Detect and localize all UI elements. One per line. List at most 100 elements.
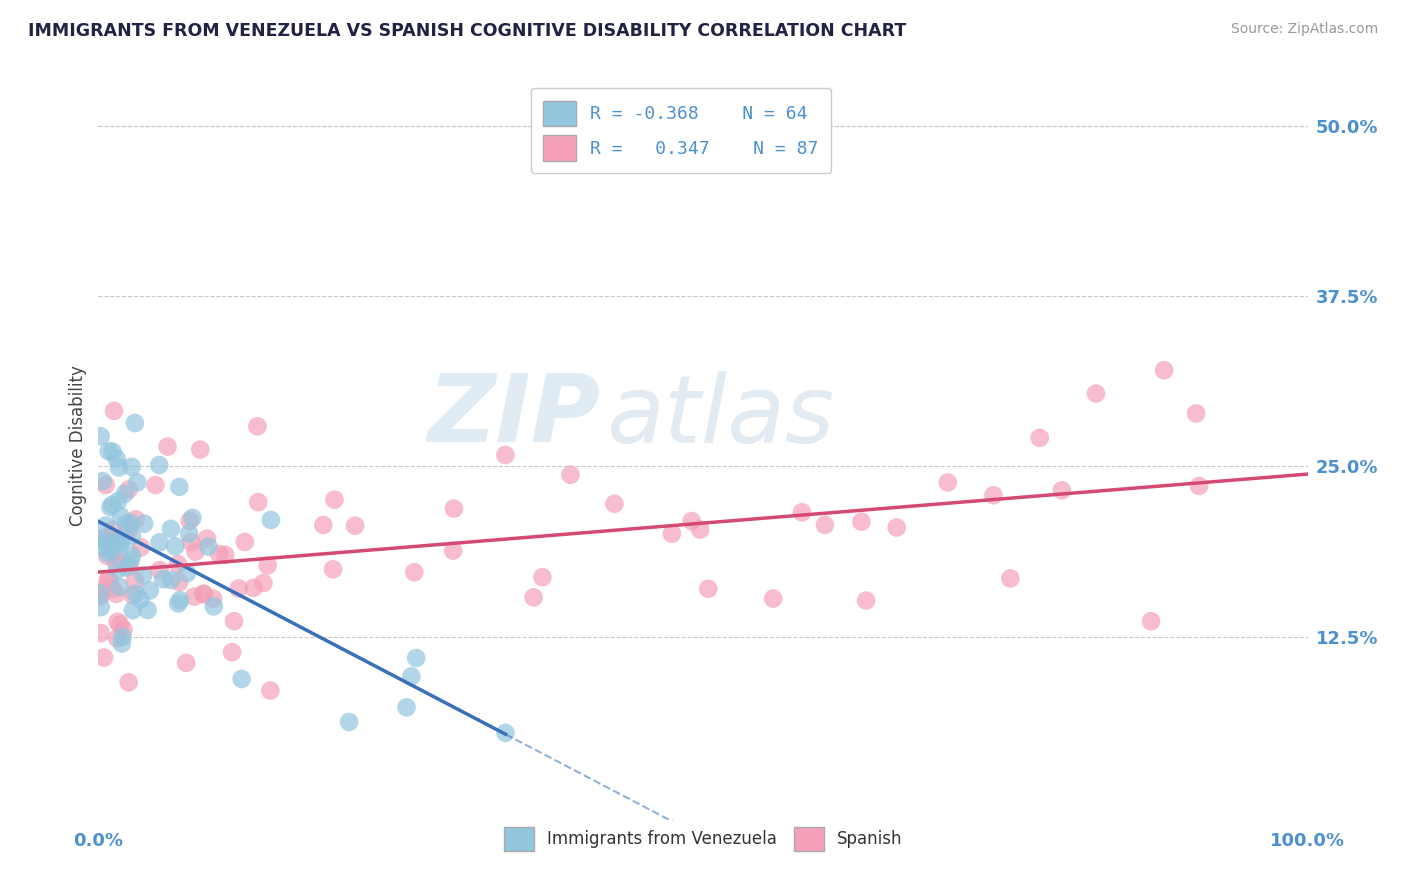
Point (100, 500, 122, 515)
Point (983, 488, 1005, 502)
Point (242, 581, 264, 595)
Point (103, 404, 125, 418)
Point (404, 566, 426, 580)
Point (90, 429, 112, 443)
Point (139, 583, 162, 598)
Point (762, 591, 785, 606)
Point (179, 514, 201, 528)
Point (129, 592, 152, 607)
Point (101, 544, 124, 558)
Point (337, 714, 360, 729)
Point (195, 532, 218, 546)
Point (108, 580, 131, 594)
Point (176, 566, 198, 581)
Point (855, 593, 877, 607)
Point (1153, 363, 1175, 377)
Point (89, 586, 111, 600)
Point (108, 617, 131, 632)
Point (1140, 614, 1163, 628)
Point (111, 636, 134, 650)
Text: IMMIGRANTS FROM VENEZUELA VS SPANISH COGNITIVE DISABILITY CORRELATION CHART: IMMIGRANTS FROM VENEZUELA VS SPANISH COG… (28, 22, 907, 40)
Point (405, 651, 427, 665)
Point (94, 478, 117, 492)
Point (165, 539, 187, 553)
Point (97, 546, 120, 560)
Point (441, 543, 464, 558)
Point (252, 576, 274, 591)
Point (127, 475, 149, 490)
Point (101, 582, 124, 596)
Point (790, 505, 813, 519)
Point (156, 440, 179, 454)
Point (560, 467, 582, 482)
Point (202, 599, 225, 614)
Legend: Immigrants from Venezuela, Spanish: Immigrants from Venezuela, Spanish (496, 821, 910, 857)
Point (132, 568, 155, 582)
Point (167, 597, 190, 611)
Point (107, 533, 129, 548)
Point (145, 478, 167, 492)
Point (93, 531, 115, 545)
Point (184, 544, 207, 558)
Point (167, 574, 190, 589)
Point (814, 517, 837, 532)
Text: ZIP: ZIP (427, 370, 600, 462)
Point (117, 523, 139, 537)
Point (697, 582, 720, 596)
Point (259, 683, 281, 698)
Point (322, 562, 344, 576)
Point (169, 593, 191, 607)
Point (111, 630, 134, 644)
Point (105, 587, 128, 601)
Point (344, 518, 367, 533)
Point (1000, 571, 1022, 585)
Point (136, 603, 159, 617)
Point (134, 516, 156, 531)
Point (94, 541, 117, 555)
Point (160, 522, 183, 536)
Point (120, 516, 142, 530)
Point (110, 509, 132, 524)
Point (531, 570, 554, 584)
Point (110, 554, 132, 568)
Point (193, 587, 215, 601)
Point (152, 572, 174, 586)
Point (112, 623, 135, 637)
Point (110, 536, 132, 550)
Point (443, 501, 465, 516)
Point (90, 583, 112, 598)
Point (118, 558, 141, 573)
Point (1084, 386, 1107, 401)
Point (169, 480, 191, 494)
Point (233, 535, 256, 549)
Point (90, 600, 112, 615)
Point (98, 573, 121, 587)
Point (886, 520, 908, 534)
Point (174, 656, 197, 670)
Point (121, 529, 143, 543)
Point (107, 563, 129, 577)
Point (148, 458, 170, 472)
Point (312, 518, 335, 533)
Point (851, 515, 873, 529)
Point (689, 523, 711, 537)
Point (129, 541, 152, 555)
Point (661, 526, 683, 541)
Point (125, 512, 148, 526)
Point (181, 511, 204, 525)
Point (124, 574, 146, 588)
Point (603, 497, 626, 511)
Point (101, 444, 124, 458)
Point (118, 675, 141, 690)
Point (114, 487, 136, 501)
Point (495, 726, 517, 740)
Point (247, 495, 270, 509)
Point (121, 459, 143, 474)
Point (101, 498, 124, 512)
Point (183, 590, 205, 604)
Point (108, 537, 131, 551)
Point (115, 560, 138, 574)
Point (221, 645, 243, 659)
Point (149, 563, 172, 577)
Point (188, 442, 211, 457)
